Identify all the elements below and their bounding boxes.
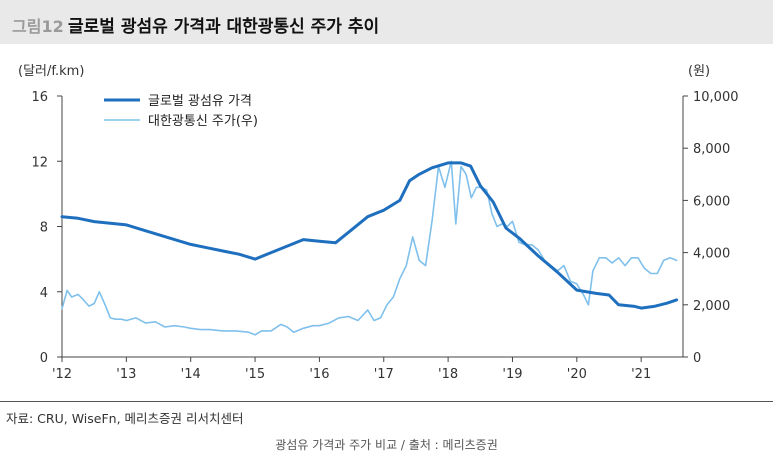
x-tick-label: '14 [181, 367, 201, 382]
figure-label: 그림12 [12, 17, 64, 36]
right-y-tick-label: 8,000 [693, 142, 730, 157]
x-tick-label: '12 [52, 367, 72, 382]
x-tick-label: '16 [309, 367, 329, 382]
source-divider [0, 401, 773, 402]
left-y-tick-label: 8 [40, 221, 48, 236]
figure-title: 글로벌 광섬유 가격과 대한광통신 주가 추이 [68, 17, 380, 37]
right-y-tick-label: 10,000 [693, 90, 739, 105]
right-y-tick-label: 0 [693, 351, 701, 366]
x-tick-label: '13 [116, 367, 136, 382]
left-y-tick-label: 0 [40, 351, 48, 366]
left-axis-unit: (달러/f.km) [18, 64, 85, 79]
left-y-tick-label: 12 [31, 155, 48, 170]
right-y-tick-label: 4,000 [693, 247, 730, 262]
x-tick-label: '17 [374, 367, 394, 382]
source-note: 자료: CRU, WiseFn, 메리츠증권 리서치센터 [6, 411, 244, 426]
stock-price-series-line [61, 160, 678, 336]
right-axis-unit: (원) [688, 64, 711, 79]
left-y-tick-label: 4 [40, 286, 48, 301]
x-tick-label: '20 [567, 367, 587, 382]
x-tick-label: '19 [502, 367, 522, 382]
legend-label-stock-price: 대한광통신 주가(우) [148, 114, 258, 129]
dual-axis-line-chart: 0 4 8 12 16 0 2,000 4,000 6,000 8,000 10,000 '12 '13… [31, 90, 739, 382]
legend-label-fiber-price: 글로벌 광섬유 가격 [148, 94, 252, 109]
right-y-tick-label: 2,000 [693, 299, 730, 314]
left-y-tick-label: 16 [31, 90, 48, 105]
x-tick-label: '21 [631, 367, 651, 382]
fiber-price-series-line [60, 161, 679, 310]
x-tick-label: '18 [438, 367, 458, 382]
figure-caption: 광섬유 가격과 주가 비교 / 출처 : 메리츠증권 [275, 438, 498, 452]
x-tick-label: '15 [245, 367, 265, 382]
figure-title-bar: 그림12 글로벌 광섬유 가격과 대한광통신 주가 추이 [0, 0, 773, 44]
right-y-tick-label: 6,000 [693, 194, 730, 209]
